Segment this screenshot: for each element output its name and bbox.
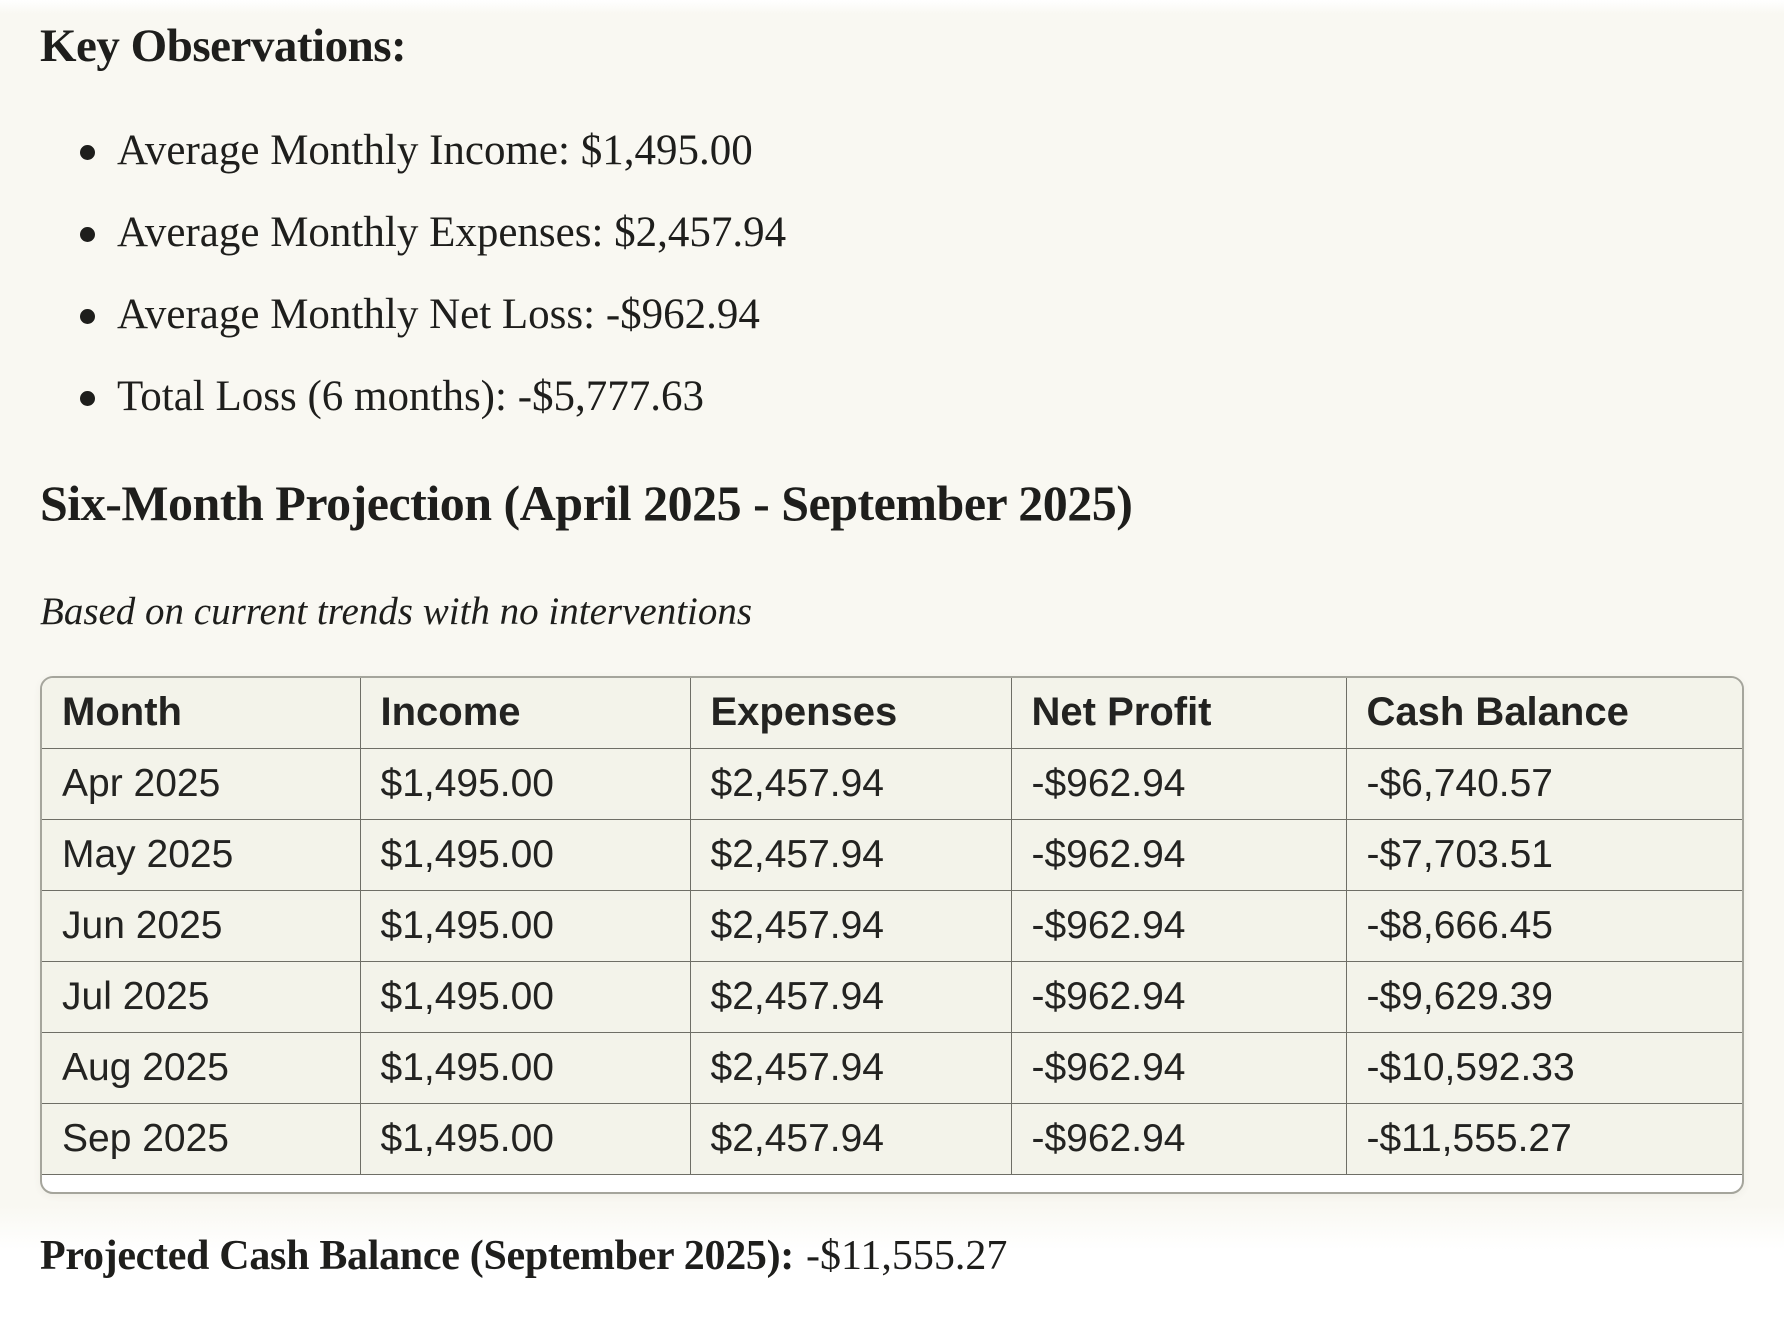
table-row: Aug 2025 $1,495.00 $2,457.94 -$962.94 -$…: [42, 1032, 1742, 1104]
list-item: Total Loss (6 months): -$5,777.63: [40, 372, 1744, 422]
cell-expenses: $2,457.94: [690, 1032, 1012, 1104]
cell-cash-balance: -$8,666.45: [1346, 890, 1742, 962]
summary-line: Projected Cash Balance (September 2025):…: [40, 1230, 1744, 1283]
cell-month: Sep 2025: [42, 1103, 361, 1175]
summary-label: Projected Cash Balance (September 2025):: [40, 1232, 794, 1279]
cell-net-profit: -$962.94: [1011, 961, 1347, 1033]
cell-income: $1,495.00: [360, 819, 691, 891]
cell-cash-balance: -$9,629.39: [1346, 961, 1742, 1033]
cell-cash-balance: -$11,555.27: [1346, 1103, 1742, 1175]
projection-subtitle: Based on current trends with no interven…: [40, 590, 753, 633]
table-row: Jun 2025 $1,495.00 $2,457.94 -$962.94 -$…: [42, 890, 1742, 962]
list-item: Average Monthly Income: $1,495.00: [40, 126, 1744, 176]
bullet-icon: [80, 391, 95, 406]
table-row: Sep 2025 $1,495.00 $2,457.94 -$962.94 -$…: [42, 1103, 1742, 1175]
key-observations-heading: Key Observations:: [40, 20, 407, 72]
report-body: Key Observations: Average Monthly Income…: [0, 18, 1784, 1283]
bullet-icon: [80, 227, 95, 242]
projection-table-container: Month Income Expenses Net Profit Cash Ba…: [40, 676, 1744, 1194]
bullet-icon: [80, 309, 95, 324]
projection-table: Month Income Expenses Net Profit Cash Ba…: [42, 678, 1742, 1175]
cell-net-profit: -$962.94: [1011, 819, 1347, 891]
cell-net-profit: -$962.94: [1011, 1032, 1347, 1104]
cell-month: Jul 2025: [42, 961, 361, 1033]
cell-month: Apr 2025: [42, 748, 361, 820]
observation-text: Total Loss (6 months): -$5,777.63: [117, 373, 705, 420]
projection-heading: Six-Month Projection (April 2025 - Septe…: [40, 475, 1133, 531]
cell-income: $1,495.00: [360, 961, 691, 1033]
cell-month: Aug 2025: [42, 1032, 361, 1104]
cell-cash-balance: -$10,592.33: [1346, 1032, 1742, 1104]
list-item: Average Monthly Net Loss: -$962.94: [40, 290, 1744, 340]
cell-cash-balance: -$6,740.57: [1346, 748, 1742, 820]
table-row: May 2025 $1,495.00 $2,457.94 -$962.94 -$…: [42, 819, 1742, 891]
cell-expenses: $2,457.94: [690, 961, 1012, 1033]
observation-text: Average Monthly Net Loss: -$962.94: [117, 291, 760, 338]
cell-net-profit: -$962.94: [1011, 748, 1347, 820]
table-header-row: Month Income Expenses Net Profit Cash Ba…: [42, 678, 1742, 749]
observation-text: Average Monthly Expenses: $2,457.94: [117, 209, 787, 256]
column-header-income: Income: [360, 678, 691, 749]
column-header-expenses: Expenses: [690, 678, 1012, 749]
cell-income: $1,495.00: [360, 1032, 691, 1104]
list-item: Average Monthly Expenses: $2,457.94: [40, 208, 1744, 258]
cell-cash-balance: -$7,703.51: [1346, 819, 1742, 891]
cell-income: $1,495.00: [360, 890, 691, 962]
cell-expenses: $2,457.94: [690, 819, 1012, 891]
table-row: Jul 2025 $1,495.00 $2,457.94 -$962.94 -$…: [42, 961, 1742, 1033]
observation-text: Average Monthly Income: $1,495.00: [117, 127, 753, 174]
key-observations-list: Average Monthly Income: $1,495.00 Averag…: [40, 126, 1744, 422]
table-row: Apr 2025 $1,495.00 $2,457.94 -$962.94 -$…: [42, 748, 1742, 820]
cell-month: Jun 2025: [42, 890, 361, 962]
cell-net-profit: -$962.94: [1011, 890, 1347, 962]
cell-income: $1,495.00: [360, 748, 691, 820]
cell-month: May 2025: [42, 819, 361, 891]
cell-expenses: $2,457.94: [690, 890, 1012, 962]
summary-value: -$11,555.27: [805, 1232, 1008, 1279]
cell-expenses: $2,457.94: [690, 748, 1012, 820]
column-header-month: Month: [42, 678, 361, 749]
column-header-net-profit: Net Profit: [1011, 678, 1347, 749]
cell-expenses: $2,457.94: [690, 1103, 1012, 1175]
bullet-icon: [80, 145, 95, 160]
cell-income: $1,495.00: [360, 1103, 691, 1175]
column-header-cash-balance: Cash Balance: [1346, 678, 1742, 749]
cell-net-profit: -$962.94: [1011, 1103, 1347, 1175]
